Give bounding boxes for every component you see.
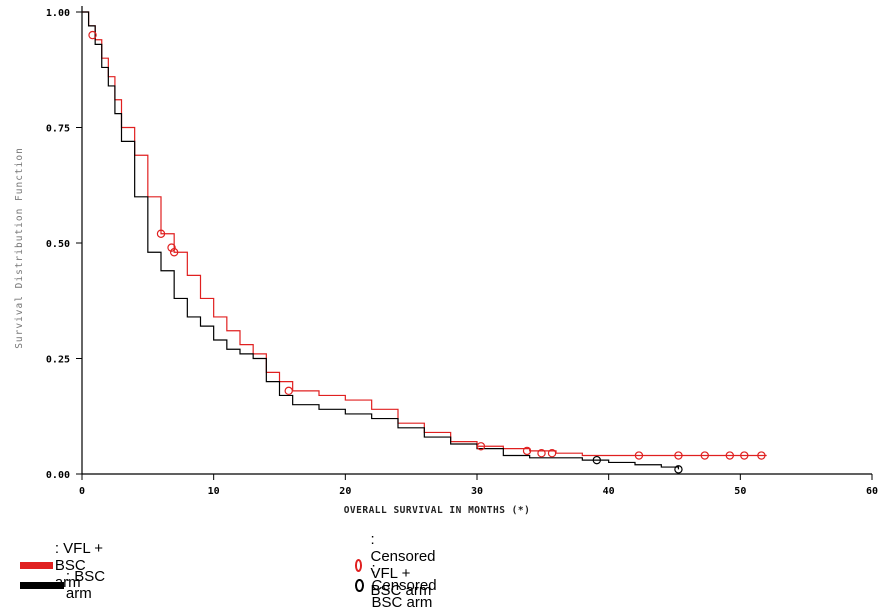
x-tick-label: 50 bbox=[734, 486, 746, 497]
legend-label-censored-bsc: : Censored BSC arm bbox=[371, 559, 437, 611]
censor-mark-vfl-bsc-arm bbox=[156, 229, 166, 238]
censor-mark-vfl-bsc-arm bbox=[88, 30, 97, 40]
censor-mark-vfl-bsc-arm bbox=[740, 451, 749, 460]
x-tick-label: 0 bbox=[79, 486, 85, 497]
censor-mark-vfl-bsc-arm bbox=[522, 446, 532, 456]
legend-item-censored-bsc: : Censored BSC arm bbox=[355, 560, 441, 611]
y-tick-label: 0.50 bbox=[46, 239, 70, 250]
y-tick-label: 1.00 bbox=[46, 8, 70, 19]
censor-mark-bsc-arm bbox=[592, 455, 602, 465]
series-line-vfl-bsc-arm bbox=[82, 11, 767, 457]
censor-layer bbox=[88, 30, 766, 474]
censor-mark-vfl-bsc-arm bbox=[284, 386, 293, 396]
legend-label-vfl: : VFL + BSC arm bbox=[54, 539, 104, 591]
x-tick-label: 60 bbox=[866, 486, 878, 497]
censored-vfl-icon bbox=[355, 558, 363, 572]
legend-label-bsc: : BSC arm bbox=[65, 568, 106, 602]
x-tick-label: 40 bbox=[603, 486, 615, 497]
censor-mark-vfl-bsc-arm bbox=[725, 451, 735, 460]
survival-chart: 0 10 20 30 40 50 60 0.00 0.25 0.50 0.75 1.00 OVERAL… bbox=[14, 6, 878, 516]
legend-swatch-bsc bbox=[20, 581, 64, 589]
censor-mark-vfl-bsc-arm bbox=[169, 248, 179, 257]
axes-group: 0 10 20 30 40 50 60 0.00 0.25 0.50 0.75 1.00 bbox=[46, 6, 878, 497]
censored-bsc-icon bbox=[355, 578, 364, 592]
censor-mark-vfl-bsc-arm bbox=[476, 442, 486, 451]
censor-mark-vfl-bsc-arm bbox=[757, 451, 766, 460]
censor-mark-vfl-bsc-arm bbox=[547, 449, 557, 458]
censor-mark-vfl-bsc-arm bbox=[674, 451, 683, 460]
legend-swatch-vfl bbox=[20, 561, 53, 569]
y-tick-label: 0.75 bbox=[46, 124, 70, 135]
y-tick-label: 0.25 bbox=[46, 355, 70, 366]
x-axis-title: OVERALL SURVIVAL IN MONTHS (*) bbox=[344, 505, 531, 516]
x-tick-label: 30 bbox=[471, 486, 483, 497]
legend-item-bsc: : BSC arm bbox=[20, 568, 115, 602]
censor-mark-vfl-bsc-arm bbox=[634, 451, 644, 460]
censor-mark-vfl-bsc-arm bbox=[537, 449, 546, 458]
censor-mark-bsc-arm bbox=[674, 465, 683, 474]
censor-mark-vfl-bsc-arm bbox=[167, 243, 176, 252]
legend-item-censored-vfl: : Censored VFL + BSC arm bbox=[355, 531, 441, 599]
series-line-bsc-arm bbox=[82, 11, 680, 470]
x-tick-label: 10 bbox=[208, 486, 220, 497]
x-tick-label: 20 bbox=[339, 486, 351, 497]
y-tick-label: 0.00 bbox=[46, 470, 70, 481]
legend-item-vfl: : VFL + BSC arm bbox=[20, 540, 115, 591]
series-layer bbox=[82, 11, 767, 470]
censor-mark-vfl-bsc-arm bbox=[700, 451, 709, 460]
legend-label-censored-vfl: : Censored VFL + BSC arm bbox=[370, 531, 436, 599]
y-axis-title: Survival Distribution Function bbox=[14, 147, 25, 349]
